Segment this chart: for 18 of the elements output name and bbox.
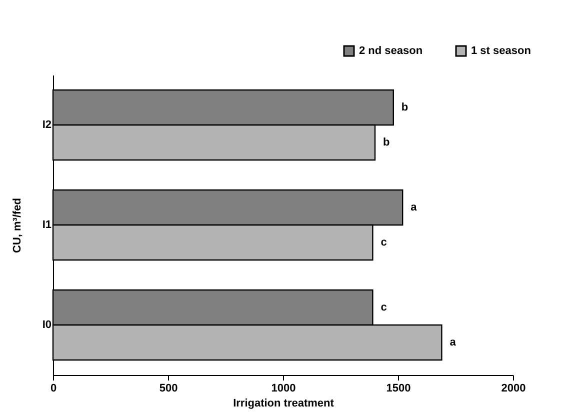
y-axis-title: CU, m³/fed <box>11 198 24 253</box>
y-tick-label: I1 <box>42 219 52 231</box>
data-label: c <box>380 302 387 314</box>
legend-label: 1 st season <box>471 45 532 57</box>
x-tick-label: 0 <box>50 382 57 394</box>
data-label: a <box>450 336 457 348</box>
data-label: c <box>380 236 387 248</box>
data-label: b <box>383 136 390 148</box>
data-label: a <box>410 202 418 214</box>
x-tick-label: 500 <box>159 382 178 394</box>
y-tick-label: I2 <box>42 119 52 131</box>
x-tick-label: 2000 <box>501 382 526 394</box>
x-tick-label: 1000 <box>271 382 296 394</box>
data-label: b <box>401 102 408 114</box>
x-tick-label: 1500 <box>386 382 411 394</box>
y-tick-label: I0 <box>42 319 52 331</box>
x-axis-title: Irrigation treatment <box>233 398 334 410</box>
legend-label: 2 nd season <box>359 45 423 57</box>
